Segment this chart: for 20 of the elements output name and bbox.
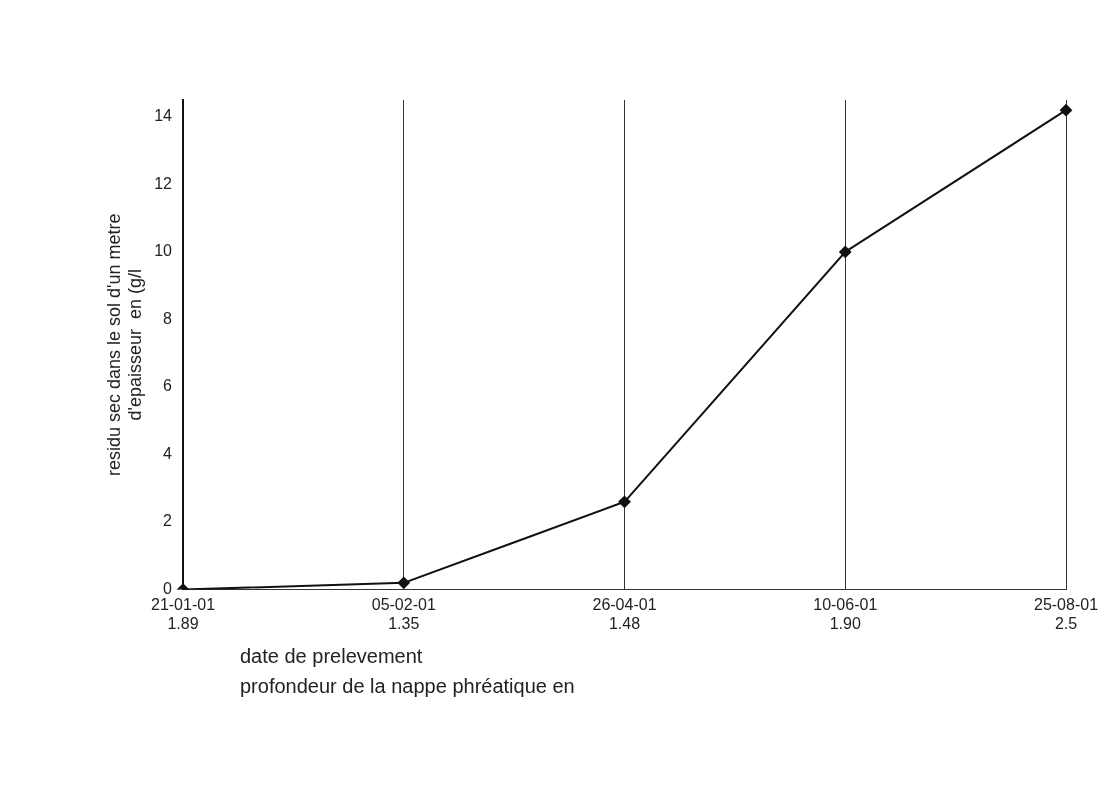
y-tick-label: 8 [163, 309, 173, 327]
y-tick-label: 12 [154, 174, 173, 192]
x-tick-label: 21-01-01 1.89 [150, 595, 216, 632]
point [839, 245, 852, 258]
point [1060, 104, 1072, 117]
x-tick-label: 10-06-01 1.90 [813, 595, 878, 632]
x-tick-label: 25-08-01 2.5 [1033, 595, 1099, 632]
y-tick-label: 2 [163, 512, 173, 530]
y-axis-title: residu sec dans le sol d'un metre d'epaisseur en (g/l [103, 213, 146, 477]
point [397, 576, 410, 589]
x-axis-title: date de prelevement [240, 645, 423, 668]
x-tick-label: 26-04-01 1.48 [592, 595, 657, 632]
point [618, 495, 631, 508]
y-tick-label: 0 [163, 580, 173, 598]
y-tick-label: 6 [163, 377, 173, 395]
text: profondeur de la nappe phréatique en [240, 675, 575, 698]
y-tick-label: 14 [154, 107, 173, 125]
y-tick-label: 10 [154, 242, 173, 260]
y-tick-label: 4 [163, 444, 173, 462]
x-tick-label: 05-02-01 1.35 [371, 595, 436, 632]
